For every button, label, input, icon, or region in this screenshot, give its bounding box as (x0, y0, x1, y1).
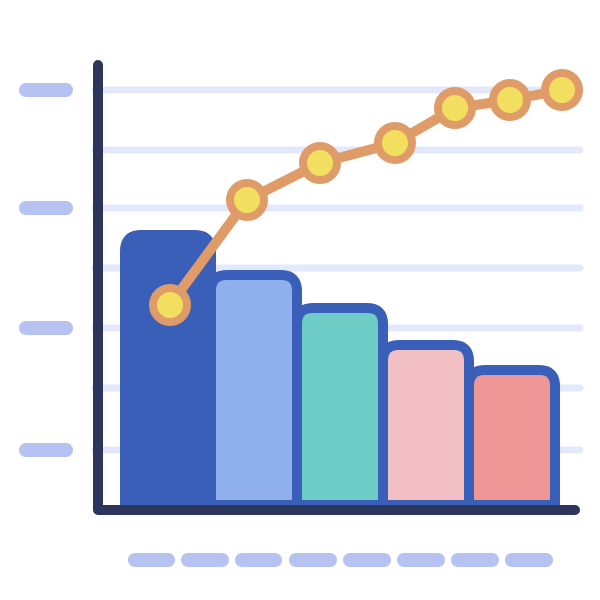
bar-5 (469, 370, 555, 505)
analytics-chart-icon (0, 0, 600, 600)
bar-3 (297, 308, 383, 505)
bar-4 (383, 345, 469, 505)
trend-marker-7 (545, 73, 579, 107)
trend-marker-1 (153, 288, 187, 322)
trend-marker-5 (438, 91, 472, 125)
bar-2 (211, 275, 297, 505)
trend-marker-2 (230, 183, 264, 217)
bar-1 (125, 235, 211, 505)
trend-marker-3 (303, 146, 337, 180)
trend-marker-6 (493, 83, 527, 117)
trend-marker-4 (378, 126, 412, 160)
